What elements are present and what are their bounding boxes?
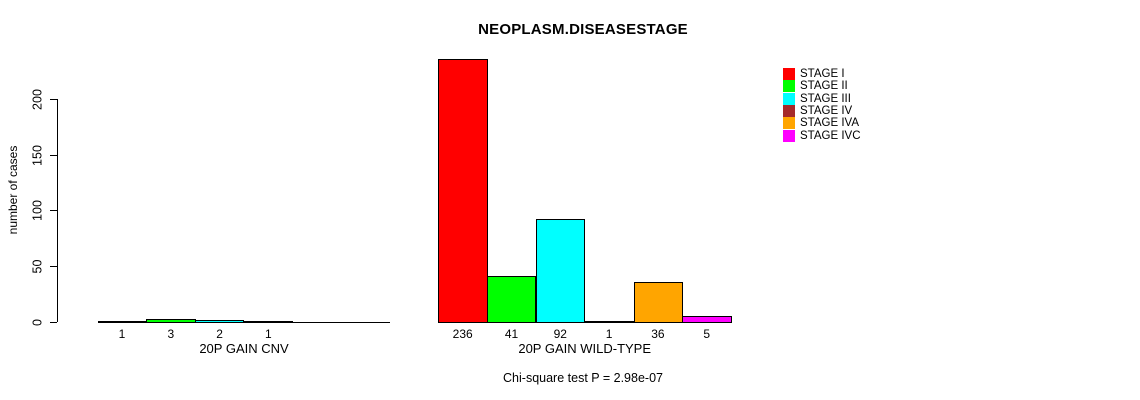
legend-label: STAGE IV [800,105,853,117]
bar-stage-iii [535,219,586,323]
bar-value-label: 2 [216,326,223,341]
bar-value-label: 1 [265,326,272,341]
bar-stage-i [438,59,488,323]
y-axis-tick-label: 100 [30,200,45,222]
bar-stage-i [97,321,147,323]
bar-value-label: 3 [167,326,175,341]
bar-stage-ii [487,276,537,323]
bar-stage-iv [584,321,634,323]
legend-label: STAGE IVA [800,117,860,130]
y-axis-tick [50,266,57,268]
bar-value-label: 36 [651,326,665,341]
y-axis-line [56,99,58,323]
legend-item: STAGE IV [783,105,852,118]
group-axis-label: 20P GAIN WILD-TYPE [518,341,652,356]
y-axis-tick [50,98,57,100]
bar-value-label: 92 [553,326,567,341]
legend-label: STAGE III [800,92,851,105]
bar-stage-ii [146,319,196,323]
bar-stage-iii [195,320,245,323]
legend-item: STAGE III [783,92,851,105]
chi-square-footnote: Chi-square test P = 2.98e-07 [503,371,663,385]
y-axis-tick [50,154,57,156]
legend-swatch-icon [783,92,795,105]
legend-swatch-icon [783,80,795,93]
y-axis-tick-label: 200 [30,88,45,110]
bar-value-label: 236 [452,326,473,341]
legend-item: STAGE I [783,67,845,80]
bar-value-label: 1 [118,326,126,341]
y-axis-tick-label: 50 [30,259,45,274]
group-axis-label: 20P GAIN CNV [199,341,289,356]
legend-swatch-icon [783,67,795,80]
legend-label: STAGE II [800,80,848,93]
legend-swatch-icon [783,105,795,117]
legend-label: STAGE IVC [800,129,861,142]
chart-title: NEOPLASM.DISEASESTAGE [478,21,688,38]
legend-item: STAGE IVC [783,129,861,142]
legend-label: STAGE I [800,67,845,80]
y-axis-tick [50,321,57,323]
legend-swatch-icon [783,117,795,130]
bar-stage-iva [633,282,683,323]
y-axis-label: number of cases [6,145,20,235]
y-axis-tick-label: 150 [30,144,45,166]
y-axis-tick [50,210,57,212]
bar-value-label: 41 [504,326,519,341]
y-axis-tick-label: 0 [30,318,45,326]
legend-swatch-icon [783,129,795,142]
legend-item: STAGE II [783,80,848,93]
bar-stage-ivc [682,316,732,323]
bar-stage-iv [244,321,294,323]
bar-value-label: 1 [605,326,613,341]
bar-value-label: 5 [703,326,711,341]
legend-item: STAGE IVA [783,117,859,130]
